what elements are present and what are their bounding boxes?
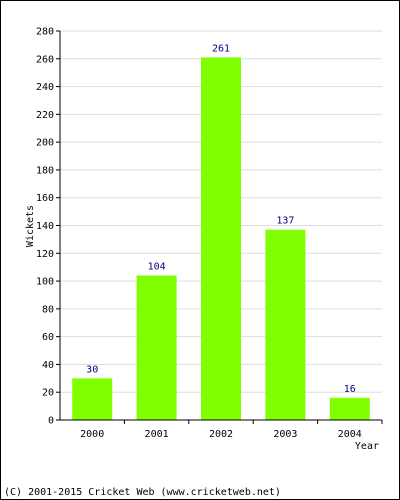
x-tick-labels: 2000 2001 2002 2003 2004 (80, 420, 383, 440)
y-axis-title: Wickets (25, 205, 36, 247)
data-label-2000: 30 (86, 364, 98, 375)
y-tick-labels: 0 20 40 60 80 100 120 140 160 180 200 220 240 260 280 (36, 27, 60, 427)
x-tick-label: 2003 (273, 429, 297, 440)
y-tick-label: 120 (36, 249, 54, 260)
y-tick-label: 0 (48, 416, 54, 427)
bar-2001 (136, 275, 177, 420)
y-tick-label: 80 (42, 304, 54, 315)
data-label-2004: 16 (344, 384, 356, 395)
x-axis-title: Year (355, 441, 379, 452)
bar-2003 (265, 229, 306, 420)
x-tick-label: 2001 (145, 429, 169, 440)
y-tick-label: 100 (36, 277, 54, 288)
bars (72, 57, 370, 421)
y-tick-label: 60 (42, 332, 54, 343)
y-tick-label: 20 (42, 388, 54, 399)
y-tick-label: 140 (36, 221, 54, 232)
y-tick-label: 220 (36, 110, 54, 121)
y-tick-label: 40 (42, 360, 54, 371)
x-tick-label: 2000 (80, 429, 104, 440)
y-tick-label: 240 (36, 82, 54, 93)
data-label-2001: 104 (148, 262, 166, 273)
bar-2000 (72, 378, 113, 420)
bar-2002 (201, 57, 241, 421)
data-labels: 30 104 261 137 16 (86, 43, 356, 394)
y-tick-label: 160 (36, 193, 54, 204)
y-tick-label: 200 (36, 138, 54, 149)
x-tick-label: 2004 (338, 429, 362, 440)
y-tick-label: 180 (36, 165, 54, 176)
y-tick-label: 280 (36, 27, 54, 38)
x-tick-label: 2002 (209, 429, 233, 440)
bar-2004 (329, 397, 370, 420)
data-label-2002: 261 (212, 43, 230, 54)
copyright-footer: (C) 2001-2015 Cricket Web (www.cricketwe… (4, 487, 281, 498)
data-label-2003: 137 (276, 216, 294, 227)
y-tick-label: 260 (36, 54, 54, 65)
